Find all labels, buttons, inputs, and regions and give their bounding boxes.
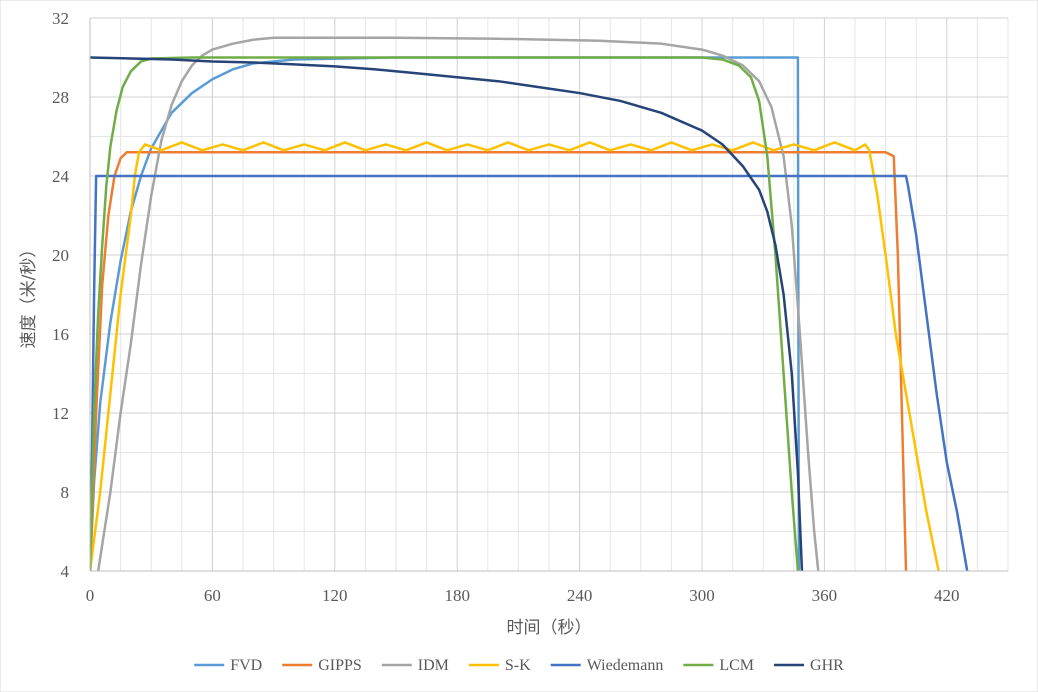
y-tick-label: 24 (52, 167, 70, 186)
y-tick-label: 8 (61, 483, 70, 502)
series-lines (90, 36, 969, 571)
y-tick-label: 4 (61, 562, 70, 581)
legend-item: LCM (683, 657, 754, 674)
x-tick-label: 420 (934, 586, 960, 605)
grid (89, 17, 1009, 572)
y-tick-label: 16 (52, 325, 69, 344)
series-line-lcm (90, 56, 800, 571)
legend-item: FVD (194, 657, 262, 674)
series-line-wiedemann (90, 174, 969, 571)
series-line-ghr (90, 56, 804, 571)
legend-label: LCM (719, 657, 754, 674)
legend-item: S-K (468, 657, 531, 674)
legend-label: GHR (810, 657, 844, 674)
legend-label: IDM (418, 657, 449, 674)
legend-label: Wiedemann (587, 657, 664, 674)
x-tick-label: 180 (444, 586, 470, 605)
legend-item: IDM (381, 657, 449, 674)
legend-item: Wiedemann (550, 657, 664, 674)
series-line-gipps (90, 151, 908, 571)
x-tick-label: 120 (322, 586, 348, 605)
y-tick-label: 32 (52, 9, 69, 28)
legend-item: GHR (774, 657, 844, 674)
axes: 0 60 120 180 240 300 360 420 4 8 12 16 20 24 28 32 时间（秒）… (19, 9, 1008, 638)
y-axis-title: 速度（米/秒） (19, 241, 39, 349)
legend-label: FVD (230, 657, 262, 674)
x-tick-label: 360 (812, 586, 838, 605)
series-line-idm (96, 36, 820, 571)
y-tick-label: 28 (52, 88, 69, 107)
y-tick-label: 12 (52, 404, 69, 423)
y-tick-label: 20 (52, 246, 69, 265)
x-tick-label: 60 (204, 586, 221, 605)
x-axis-title: 时间（秒） (507, 618, 592, 638)
legend-label: S-K (505, 657, 531, 674)
series-line-s-k (90, 141, 940, 571)
x-tick-label: 240 (567, 586, 593, 605)
legend-item: GIPPS (282, 657, 362, 674)
legend-label: GIPPS (318, 657, 362, 674)
x-tick-label: 0 (86, 586, 95, 605)
x-tick-label: 300 (689, 586, 715, 605)
legend: FVD GIPPS IDM S-K Wiedemann LCM GHR (194, 657, 844, 674)
